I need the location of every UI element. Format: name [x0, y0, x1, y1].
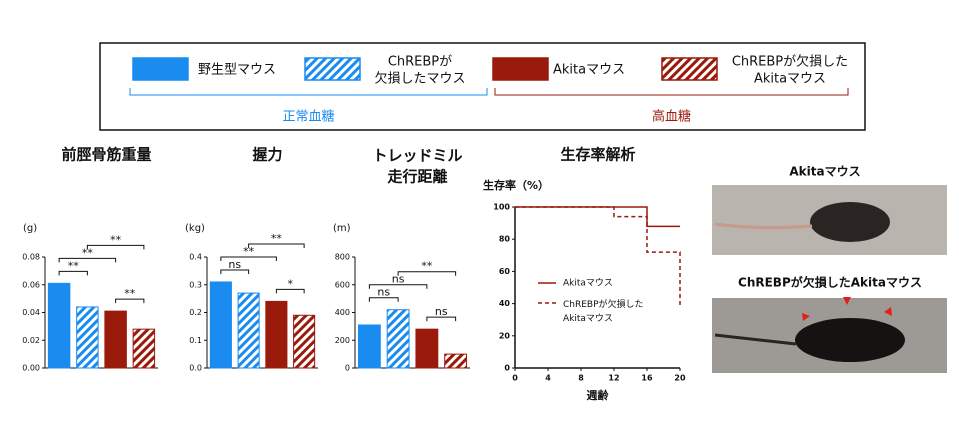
bar — [357, 324, 381, 369]
group-bracket — [494, 88, 849, 96]
comparison-bracket — [58, 270, 88, 276]
legend-label: 野生型マウス — [198, 63, 276, 78]
comparison-label: ** — [421, 260, 433, 273]
comparison-label: ** — [110, 233, 122, 246]
bar — [209, 281, 232, 369]
comparison-label: ns — [377, 286, 390, 299]
comparison-bracket — [248, 243, 305, 248]
bar — [265, 300, 288, 369]
group-bracket — [129, 88, 488, 96]
comparison-bracket — [115, 298, 145, 304]
y-tick-label: 0.06 — [22, 280, 40, 289]
comparison-label: ** — [82, 246, 94, 259]
y-tick-label: 0.00 — [22, 364, 40, 373]
chart-title: 握力 — [252, 146, 282, 164]
legend-swatch — [492, 57, 549, 81]
x-tick-label: 16 — [641, 374, 653, 383]
comparison-bracket — [275, 288, 305, 294]
x-tick-label: 4 — [545, 374, 551, 383]
chart-title: 生存率解析 — [560, 146, 635, 164]
x-tick-label: 8 — [578, 374, 584, 383]
mouse — [795, 318, 905, 362]
y-tick-label: 600 — [335, 280, 350, 289]
comparison-bracket — [220, 269, 250, 274]
unit-label: (kg) — [185, 223, 205, 234]
y-tick-label: 20 — [499, 331, 511, 340]
legend-swatch — [661, 57, 718, 81]
photo-title: ChREBPが欠損したAkitaマウス — [738, 275, 922, 290]
x-tick-label: 12 — [608, 374, 619, 383]
unit-label: (m) — [333, 223, 351, 234]
bar — [47, 282, 71, 369]
y-tick-label: 0.04 — [22, 308, 40, 317]
comparison-bracket — [220, 256, 277, 261]
x-tick-label: 0 — [512, 374, 518, 383]
comparison-label: ** — [68, 259, 80, 272]
y-tick-label: 0 — [504, 364, 510, 373]
y-tick-label: 800 — [335, 253, 350, 262]
bar — [132, 328, 156, 369]
mouse — [810, 202, 890, 242]
legend-box — [99, 42, 866, 131]
y-tick-label: 80 — [499, 235, 511, 244]
comparison-label: ** — [243, 245, 255, 258]
survival-line — [515, 206, 680, 228]
comparison-bracket — [86, 244, 145, 250]
comparison-bracket — [426, 316, 457, 322]
group-label: 正常血糖 — [282, 109, 334, 125]
group-label: 高血糖 — [652, 109, 691, 125]
y-tick-label: 100 — [493, 203, 510, 212]
photo-title: Akitaマウス — [789, 165, 860, 179]
comparison-bracket — [397, 271, 457, 276]
legend-label: ChREBPが欠損した Akitaマウス — [732, 53, 848, 86]
tail — [714, 222, 813, 230]
y-axis-label: 生存率（%） — [483, 178, 549, 192]
comparison-label: ns — [435, 305, 448, 318]
y-tick-label: 0.1 — [189, 336, 202, 345]
bar — [76, 306, 99, 369]
y-tick-label: 0.3 — [189, 280, 202, 289]
y-tick-label: 0.08 — [22, 253, 40, 262]
y-tick-label: 0.02 — [22, 336, 40, 345]
comparison-label: ns — [228, 258, 241, 271]
bar — [444, 353, 468, 369]
legend-label: Akitaマウス — [563, 278, 613, 289]
legend-label: Akitaマウス — [553, 63, 625, 78]
y-tick-label: 200 — [335, 336, 350, 345]
comparison-bracket — [368, 284, 428, 289]
bar — [415, 328, 439, 369]
legend-label: ChREBPが欠損した Akitaマウス — [563, 298, 644, 324]
comparison-label: ** — [271, 232, 283, 245]
bar — [104, 310, 127, 369]
bar — [237, 292, 260, 369]
y-tick-label: 40 — [499, 299, 511, 308]
legend-swatch — [132, 57, 189, 81]
comparison-label: * — [288, 277, 294, 290]
arrow-marker — [802, 297, 892, 321]
bar — [386, 309, 410, 369]
survival-line — [515, 206, 681, 307]
tail — [714, 333, 797, 346]
comparison-bracket — [368, 297, 399, 302]
legend-label: ChREBPが欠損したマウス — [374, 54, 465, 86]
unit-label: (g) — [23, 223, 37, 234]
y-tick-label: 0.0 — [189, 364, 202, 373]
y-tick-label: 400 — [335, 308, 350, 317]
comparison-label: ns — [392, 273, 405, 286]
y-tick-label: 0.4 — [189, 253, 202, 262]
chart-title: 前脛骨筋重量 — [61, 146, 151, 164]
comparison-label: ** — [124, 287, 136, 300]
bar — [293, 314, 316, 369]
y-tick-label: 60 — [499, 267, 511, 276]
legend-swatch — [304, 57, 361, 81]
chart-title: トレッドミル走行距離 — [372, 146, 462, 185]
y-tick-label: 0.2 — [189, 308, 202, 317]
y-tick-label: 0 — [345, 364, 350, 373]
x-tick-label: 20 — [674, 374, 686, 383]
x-axis-label: 週齢 — [587, 388, 610, 402]
comparison-bracket — [58, 257, 117, 263]
